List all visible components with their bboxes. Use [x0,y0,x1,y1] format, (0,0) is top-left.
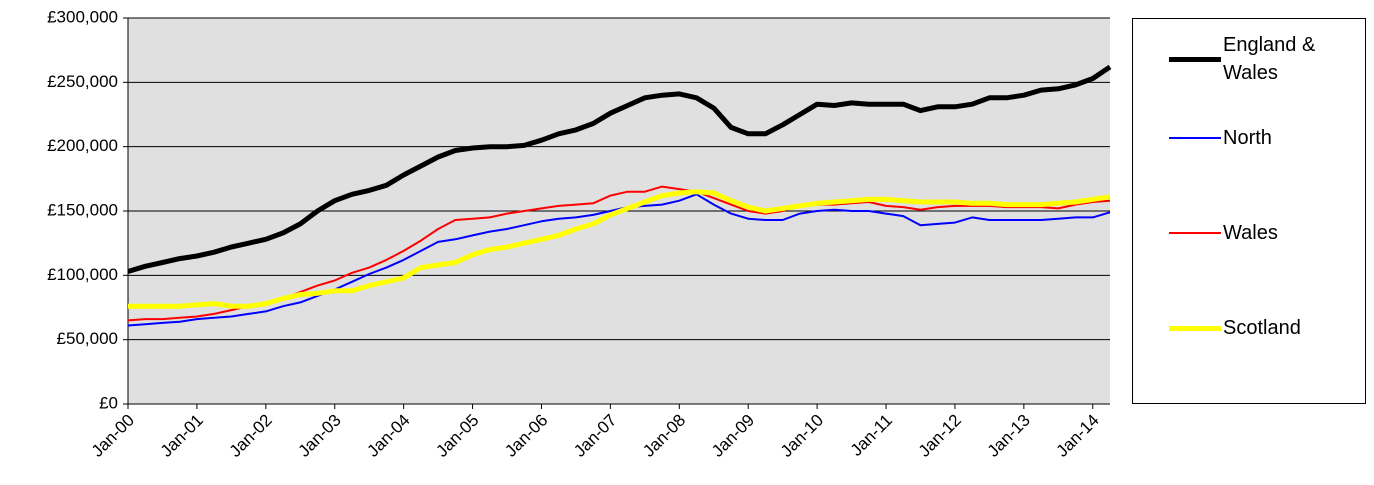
legend-swatch [1169,325,1221,331]
x-tick-label: Jan-08 [639,411,689,461]
y-tick-label: £200,000 [47,136,118,155]
legend-item: Wales [1133,219,1365,247]
x-tick-label: Jan-09 [708,411,758,461]
x-tick-label: Jan-14 [1053,411,1103,461]
legend-item: Scotland [1133,314,1365,342]
legend-label: Scotland [1223,317,1301,339]
x-tick-label: Jan-10 [777,411,827,461]
legend-label: England & Wales [1223,34,1316,84]
series-line [127,64,1112,274]
legend-label: North [1223,127,1272,149]
y-tick-label: £50,000 [57,329,118,348]
legend-item: England & Wales [1133,31,1365,87]
legend-item: North [1133,124,1365,152]
x-tick-label: Jan-07 [570,411,620,461]
x-tick-label: Jan-11 [847,411,896,460]
x-tick-label: Jan-05 [432,411,482,461]
y-tick-label: £150,000 [47,200,118,219]
x-tick-label: Jan-00 [88,411,138,461]
x-tick-label: Jan-02 [226,411,276,461]
y-tick-label: £250,000 [47,72,118,91]
y-tick-label: £100,000 [47,265,118,284]
x-tick-label: Jan-13 [984,411,1034,461]
x-tick-label: Jan-01 [157,411,207,461]
legend-swatch [1169,137,1221,139]
legend: England & Wales North Wales Scotland [1132,18,1366,404]
x-tick-label: Jan-12 [915,411,965,461]
y-tick-label: £300,000 [47,7,118,26]
series-line [128,189,1111,309]
legend-swatch [1169,232,1221,234]
x-tick-label: Jan-06 [501,411,551,461]
legend-label: Wales [1223,222,1278,244]
x-tick-label: Jan-03 [295,411,345,461]
y-tick-label: £0 [99,393,118,412]
x-tick-label: Jan-04 [363,411,413,461]
legend-swatch [1169,56,1221,62]
